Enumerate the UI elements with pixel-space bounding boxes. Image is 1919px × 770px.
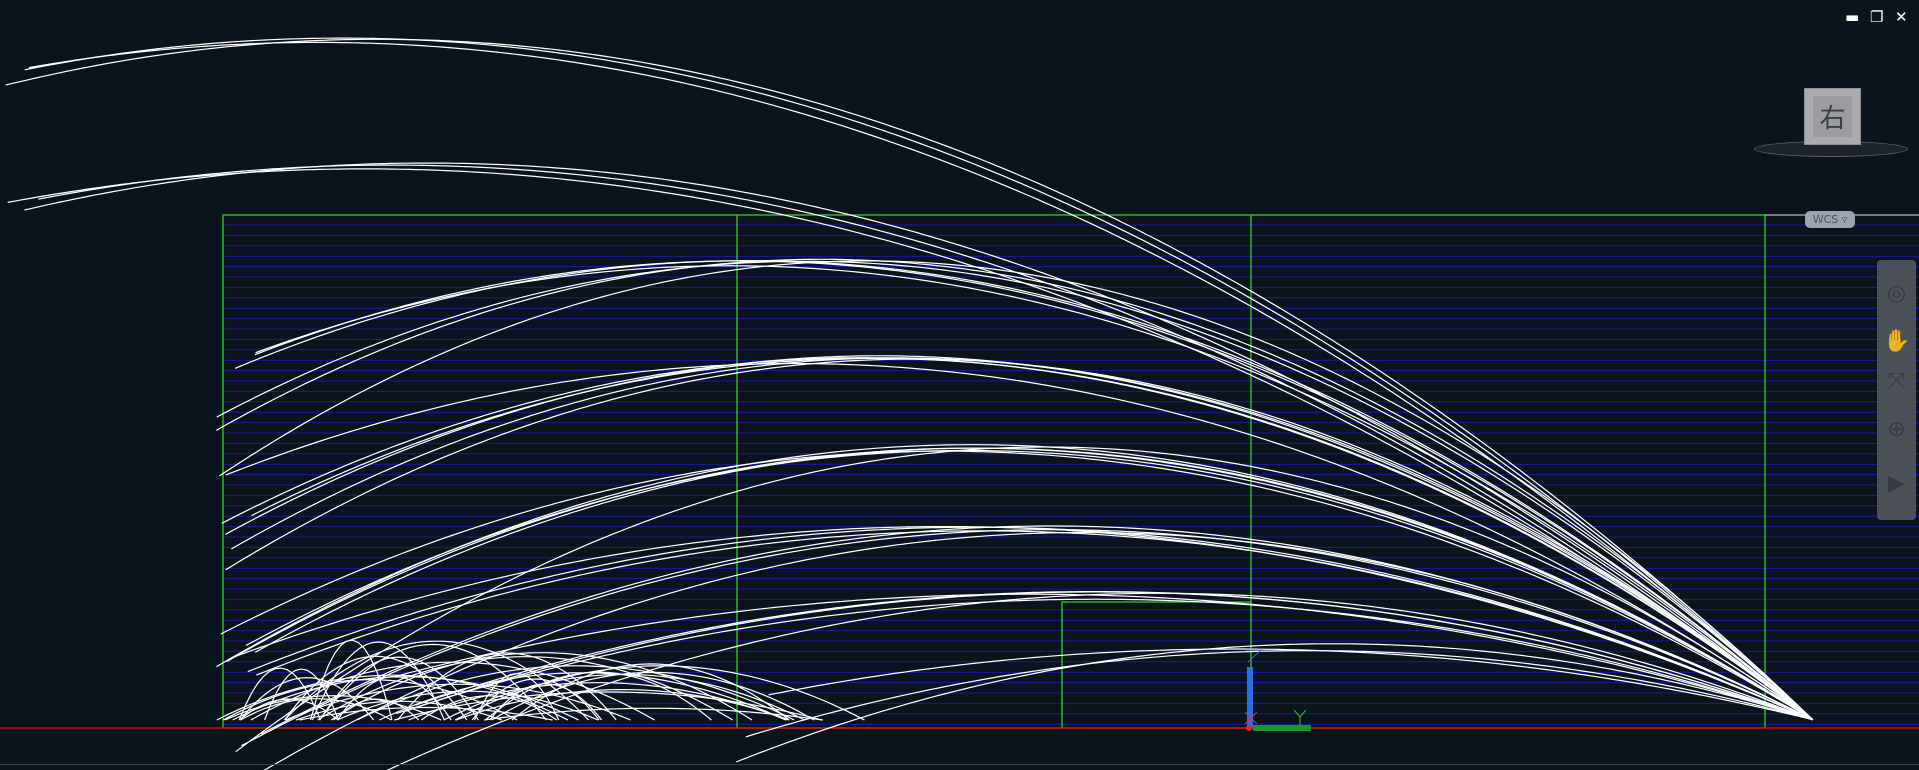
trajectory-curve [240,698,392,721]
ucs-menu-button[interactable]: WCS ▿ [1805,211,1855,228]
trajectory-curve [455,688,790,721]
trajectory-curve [260,525,1814,735]
trajectory-curve [238,667,321,721]
trajectory-curve [234,260,1814,721]
trajectory-curve [255,530,1813,721]
trajectory-curve [735,643,1813,763]
trajectory-curve [216,260,1814,721]
minimize-button[interactable]: ▬ [1845,8,1860,26]
navigation-bar[interactable]: ◎ ✋ ⤧ ⊕ ▶ [1877,260,1916,520]
close-button[interactable]: ✕ [1895,8,1908,26]
ucs-icon [1244,649,1311,731]
pan-hand-icon[interactable]: ✋ [1883,329,1911,354]
trajectory-curve [474,672,560,721]
trajectory-curve [768,648,1813,721]
restore-button[interactable]: ❐ [1870,8,1884,26]
trajectory-curve [489,683,603,721]
trajectory-curve [245,449,1814,721]
trajectory-curve [5,38,1814,721]
trajectory-curve [216,258,1814,721]
hatch-lines [223,224,1919,725]
trajectory-curve [247,526,1813,721]
trajectory-curve [511,663,790,721]
trajectory-curve [394,691,823,721]
trajectory-curve [317,656,733,721]
trajectory-curve [443,673,805,721]
trajectory-curve [319,643,547,721]
trajectory-curve [336,690,599,721]
trajectory-curve [319,656,479,721]
trajectory-curve [28,41,1814,721]
trajectory-curve [24,162,1814,721]
trajectory-curve [254,447,1814,721]
trajectory-curve [38,164,1814,721]
trajectory-curve [219,260,1814,721]
steering-wheel-icon[interactable]: ◎ [1886,281,1907,306]
zoom-icon[interactable]: ⤧ [1887,369,1906,394]
trajectory-curve [7,168,1814,721]
trajectory-curve [333,698,420,721]
trajectory-curve [254,260,1814,721]
trajectory-curve [311,641,445,721]
trajectory-curve [745,649,1813,738]
trajectory-curve [225,362,1814,721]
trajectory-curve [239,677,375,721]
trajectory-curve [296,700,502,721]
trajectory-curve [24,37,1814,721]
viewcube-face-label: 右 [1813,96,1852,137]
trajectory-curve [405,591,1813,721]
trajectory-curve [216,444,1813,721]
orbit-icon[interactable]: ⊕ [1887,417,1906,442]
trajectory-curve [285,683,631,721]
trajectory-curve [224,355,1814,721]
showmotion-icon[interactable]: ▶ [1888,471,1905,496]
trajectory-curve [251,357,1814,721]
trajectory-curve [310,639,393,721]
trajectory-curve [220,450,1814,721]
trajectory-curve [226,447,1814,721]
viewcube[interactable]: 右 [1804,88,1861,145]
trajectory-curve [225,358,1814,721]
trajectory-curve [395,598,1813,721]
trajectory-curve [241,529,1814,747]
trajectory-curve [216,674,569,721]
trajectory-curve [397,652,617,721]
trajectory-curves [5,37,1814,770]
trajectory-curve [330,652,753,721]
trajectory-curve [235,446,1814,753]
trajectory-curve [395,593,1813,721]
status-divider [0,764,1919,765]
